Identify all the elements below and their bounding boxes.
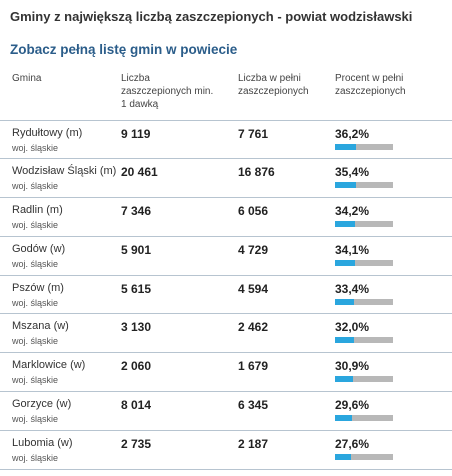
pct-bar bbox=[335, 415, 393, 422]
pct-bar-fill bbox=[335, 376, 353, 383]
dose1-count: 9 119 bbox=[121, 127, 151, 141]
voivodeship-label: woj. śląskie bbox=[12, 453, 59, 464]
voivodeship-label: woj. śląskie bbox=[12, 297, 59, 308]
table-row: Godów (w) woj. śląskie 5 901 4 729 34,1% bbox=[0, 237, 452, 276]
gmina-name: Pszów (m) bbox=[12, 281, 64, 294]
gmina-name: Marklowice (w) bbox=[12, 359, 86, 372]
pct-bar bbox=[335, 298, 393, 305]
full-count: 16 876 bbox=[238, 164, 275, 179]
voivodeship-label: woj. śląskie bbox=[12, 143, 59, 153]
table-row: Pszów (m) woj. śląskie 5 615 4 594 33,4% bbox=[0, 276, 452, 315]
pct-value: 34,2% bbox=[335, 203, 370, 218]
dose1-count: 2 735 bbox=[121, 437, 152, 452]
widget-title: Gminy z największą liczbą zaszczepionych… bbox=[10, 9, 413, 24]
pct-bar bbox=[335, 337, 393, 344]
full-count: 2 187 bbox=[238, 437, 269, 452]
table-row: Rydułtowy (m) woj. śląskie 9 119 7 761 3… bbox=[0, 120, 452, 159]
header-dose1-line2: zaszczepionych min. bbox=[121, 86, 214, 97]
dose1-count: 3 130 bbox=[121, 320, 152, 335]
pct-bar bbox=[335, 220, 393, 227]
dose1-count: 2 060 bbox=[121, 359, 152, 374]
pct-value: 33,4% bbox=[335, 281, 370, 296]
gmina-name: Rydułtowy (m) bbox=[12, 127, 83, 139]
pct-bar bbox=[335, 181, 393, 188]
voivodeship-label: woj. śląskie bbox=[12, 414, 59, 425]
table-header: Gmina Liczba zaszczepionych min. 1 dawką… bbox=[0, 72, 452, 122]
dose1-count: 5 615 bbox=[121, 281, 152, 296]
full-count: 6 345 bbox=[238, 398, 269, 413]
table-row: Mszana (w) woj. śląskie 3 130 2 462 32,0… bbox=[0, 314, 452, 354]
dose1-count: 5 901 bbox=[121, 242, 152, 257]
full-list-link[interactable]: Zobacz pełną listę gmin w powiecie bbox=[10, 42, 238, 57]
voivodeship-label: woj. śląskie bbox=[12, 375, 59, 386]
voivodeship-label: woj. śląskie bbox=[12, 258, 59, 269]
header-full: Liczba w pełni zaszczepionych bbox=[238, 72, 328, 98]
pct-value: 27,6% bbox=[335, 437, 370, 452]
pct-value: 29,6% bbox=[335, 398, 370, 413]
table-row: Lubomia (w) woj. śląskie 2 735 2 187 27,… bbox=[0, 431, 452, 471]
full-count: 4 594 bbox=[238, 281, 269, 296]
pct-value: 34,1% bbox=[335, 242, 370, 257]
gmina-name: Godów (w) bbox=[12, 242, 66, 255]
gmina-name: Gorzyce (w) bbox=[12, 398, 72, 411]
pct-bar bbox=[335, 259, 393, 266]
header-pct: Procent w pełni zaszczepionych bbox=[335, 72, 425, 98]
full-count: 6 056 bbox=[238, 203, 269, 218]
pct-bar bbox=[335, 376, 393, 383]
pct-bar-fill bbox=[335, 298, 355, 305]
gmina-name: Mszana (w) bbox=[12, 320, 69, 333]
pct-value: 32,0% bbox=[335, 320, 370, 335]
gmina-name: Lubomia (w) bbox=[12, 437, 73, 450]
gmina-name: Wodzisław Śląski (m) bbox=[12, 164, 117, 177]
pct-bar-fill bbox=[335, 144, 356, 150]
header-dose1: Liczba zaszczepionych min. 1 dawką bbox=[121, 72, 231, 111]
full-count: 2 462 bbox=[238, 320, 269, 335]
header-pct-line1: Procent w pełni bbox=[335, 73, 404, 84]
pct-bar bbox=[335, 144, 393, 150]
table-row: Gorzyce (w) woj. śląskie 8 014 6 345 29,… bbox=[0, 392, 452, 432]
pct-bar-fill bbox=[335, 454, 351, 461]
voivodeship-label: woj. śląskie bbox=[12, 180, 59, 191]
pct-bar-fill bbox=[335, 337, 354, 344]
pct-bar-fill bbox=[335, 220, 355, 227]
dose1-count: 20 461 bbox=[121, 164, 158, 179]
pct-value: 36,2% bbox=[335, 127, 370, 141]
full-count: 4 729 bbox=[238, 242, 269, 257]
pct-value: 35,4% bbox=[335, 164, 370, 179]
header-full-line2: zaszczepionych bbox=[238, 86, 309, 97]
full-count: 7 761 bbox=[238, 127, 269, 141]
pct-value: 30,9% bbox=[335, 359, 370, 374]
table-row: Radlin (m) woj. śląskie 7 346 6 056 34,2… bbox=[0, 198, 452, 237]
pct-bar-fill bbox=[335, 181, 356, 188]
voivodeship-label: woj. śląskie bbox=[12, 336, 59, 347]
table-body: Rydułtowy (m) woj. śląskie 9 119 7 761 3… bbox=[0, 120, 452, 471]
dose1-count: 8 014 bbox=[121, 398, 152, 413]
header-full-line1: Liczba w pełni bbox=[238, 73, 301, 84]
pct-bar-fill bbox=[335, 259, 355, 266]
header-pct-line2: zaszczepionych bbox=[335, 86, 406, 97]
gmina-name: Radlin (m) bbox=[12, 203, 63, 216]
table-row: Marklowice (w) woj. śląskie 2 060 1 679 … bbox=[0, 353, 452, 393]
table-row: Wodzisław Śląski (m) woj. śląskie 20 461… bbox=[0, 159, 452, 198]
pct-bar-fill bbox=[335, 415, 353, 422]
full-count: 1 679 bbox=[238, 359, 269, 374]
dose1-count: 7 346 bbox=[121, 203, 152, 218]
header-gmina: Gmina bbox=[12, 73, 42, 84]
header-dose1-line1: Liczba bbox=[121, 73, 150, 84]
header-dose1-line3: 1 dawką bbox=[121, 99, 159, 110]
voivodeship-label: woj. śląskie bbox=[12, 219, 59, 230]
pct-bar bbox=[335, 454, 393, 461]
